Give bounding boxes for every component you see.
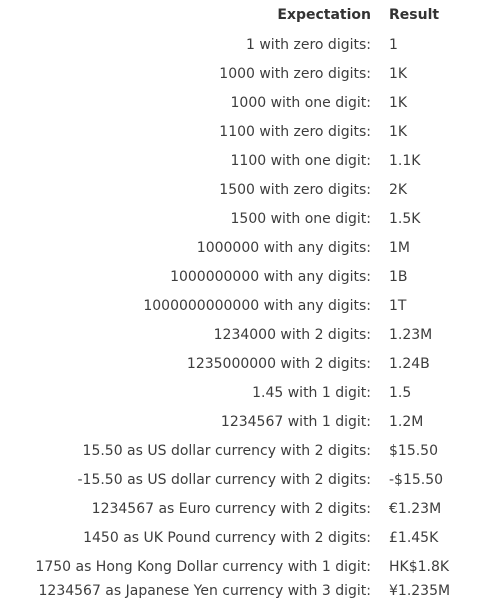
- result-cell: €1.23M: [389, 501, 442, 517]
- expectation-cell: 1234567 with 1 digit:: [220, 414, 371, 430]
- expectation-cell: 1000000000000 with any digits:: [143, 298, 371, 314]
- expectation-cell: 1100 with one digit:: [230, 153, 372, 169]
- expectation-cell: -15.50 as US dollar currency with 2 digi…: [77, 472, 371, 488]
- result-cell: HK$1.8K: [389, 559, 450, 575]
- table-row: 1 with zero digits: 1: [0, 31, 483, 60]
- result-cell: 1K: [389, 66, 408, 82]
- table-row: 1235000000 with 2 digits: 1.24B: [0, 350, 483, 379]
- result-cell: 1B: [389, 269, 408, 285]
- result-cell: 1K: [389, 124, 408, 140]
- table-row: 1100 with zero digits: 1K: [0, 118, 483, 147]
- expectation-cell: 15.50 as US dollar currency with 2 digit…: [82, 443, 371, 459]
- table-row: 1500 with one digit: 1.5K: [0, 205, 483, 234]
- table-row: 1234567 as Japanese Yen currency with 3 …: [0, 577, 483, 606]
- result-cell: 1: [389, 37, 398, 53]
- expectation-cell: 1 with zero digits:: [246, 37, 371, 53]
- table-row: 15.50 as US dollar currency with 2 digit…: [0, 437, 483, 466]
- result-cell: 1K: [389, 95, 408, 111]
- expectation-cell: 1500 with zero digits:: [219, 182, 371, 198]
- expectation-cell: 1000000000 with any digits:: [170, 269, 371, 285]
- table-row: 1234567 with 1 digit: 1.2M: [0, 408, 483, 437]
- table-row: 1450 as UK Pound currency with 2 digits:…: [0, 524, 483, 553]
- result-cell: ¥1.235M: [389, 583, 451, 599]
- result-cell: 1T: [389, 298, 407, 314]
- result-cell: -$15.50: [389, 472, 444, 488]
- table-row: -15.50 as US dollar currency with 2 digi…: [0, 466, 483, 495]
- expectation-cell: 1750 as Hong Kong Dollar currency with 1…: [35, 559, 371, 575]
- table-row: 1000000000000 with any digits: 1T: [0, 292, 483, 321]
- result-cell: £1.45K: [389, 530, 439, 546]
- expectation-cell: 1234000 with 2 digits:: [213, 327, 371, 343]
- result-cell: 2K: [389, 182, 408, 198]
- table-row: 1000000 with any digits: 1M: [0, 234, 483, 263]
- table-row: 1500 with zero digits: 2K: [0, 176, 483, 205]
- expectation-cell: 1000 with zero digits:: [219, 66, 371, 82]
- expectation-cell: 1235000000 with 2 digits:: [186, 356, 371, 372]
- result-cell: 1M: [389, 240, 410, 256]
- table-row: 1234567 as Euro currency with 2 digits: …: [0, 495, 483, 524]
- expectation-cell: 1000 with one digit:: [230, 95, 372, 111]
- table-row: 1.45 with 1 digit: 1.5: [0, 379, 483, 408]
- expectation-cell: 1234567 as Euro currency with 2 digits:: [91, 501, 371, 517]
- result-cell: 1.24B: [389, 356, 430, 372]
- expectation-cell: 1500 with one digit:: [230, 211, 372, 227]
- table-row: 1234000 with 2 digits: 1.23M: [0, 321, 483, 350]
- result-cell: 1.23M: [389, 327, 433, 343]
- result-cell: 1.1K: [389, 153, 421, 169]
- expectation-cell: 1000000 with any digits:: [196, 240, 371, 256]
- result-cell: 1.5: [389, 385, 412, 401]
- table-row: 1000000000 with any digits: 1B: [0, 263, 483, 292]
- result-column-header: Result: [389, 7, 440, 23]
- result-cell: $15.50: [389, 443, 438, 459]
- expectation-cell: 1450 as UK Pound currency with 2 digits:: [83, 530, 371, 546]
- result-cell: 1.2M: [389, 414, 424, 430]
- table-header: Expectation Result: [0, 0, 483, 31]
- expectation-cell: 1234567 as Japanese Yen currency with 3 …: [38, 583, 372, 599]
- expectation-cell: 1100 with zero digits:: [219, 124, 371, 140]
- table-row: 1000 with zero digits: 1K: [0, 60, 483, 89]
- table-row: 1000 with one digit: 1K: [0, 89, 483, 118]
- table-row: 1100 with one digit: 1.1K: [0, 147, 483, 176]
- expectation-cell: 1.45 with 1 digit:: [252, 385, 371, 401]
- expectation-column-header: Expectation: [277, 7, 371, 23]
- table-row: 1750 as Hong Kong Dollar currency with 1…: [0, 553, 483, 582]
- result-cell: 1.5K: [389, 211, 421, 227]
